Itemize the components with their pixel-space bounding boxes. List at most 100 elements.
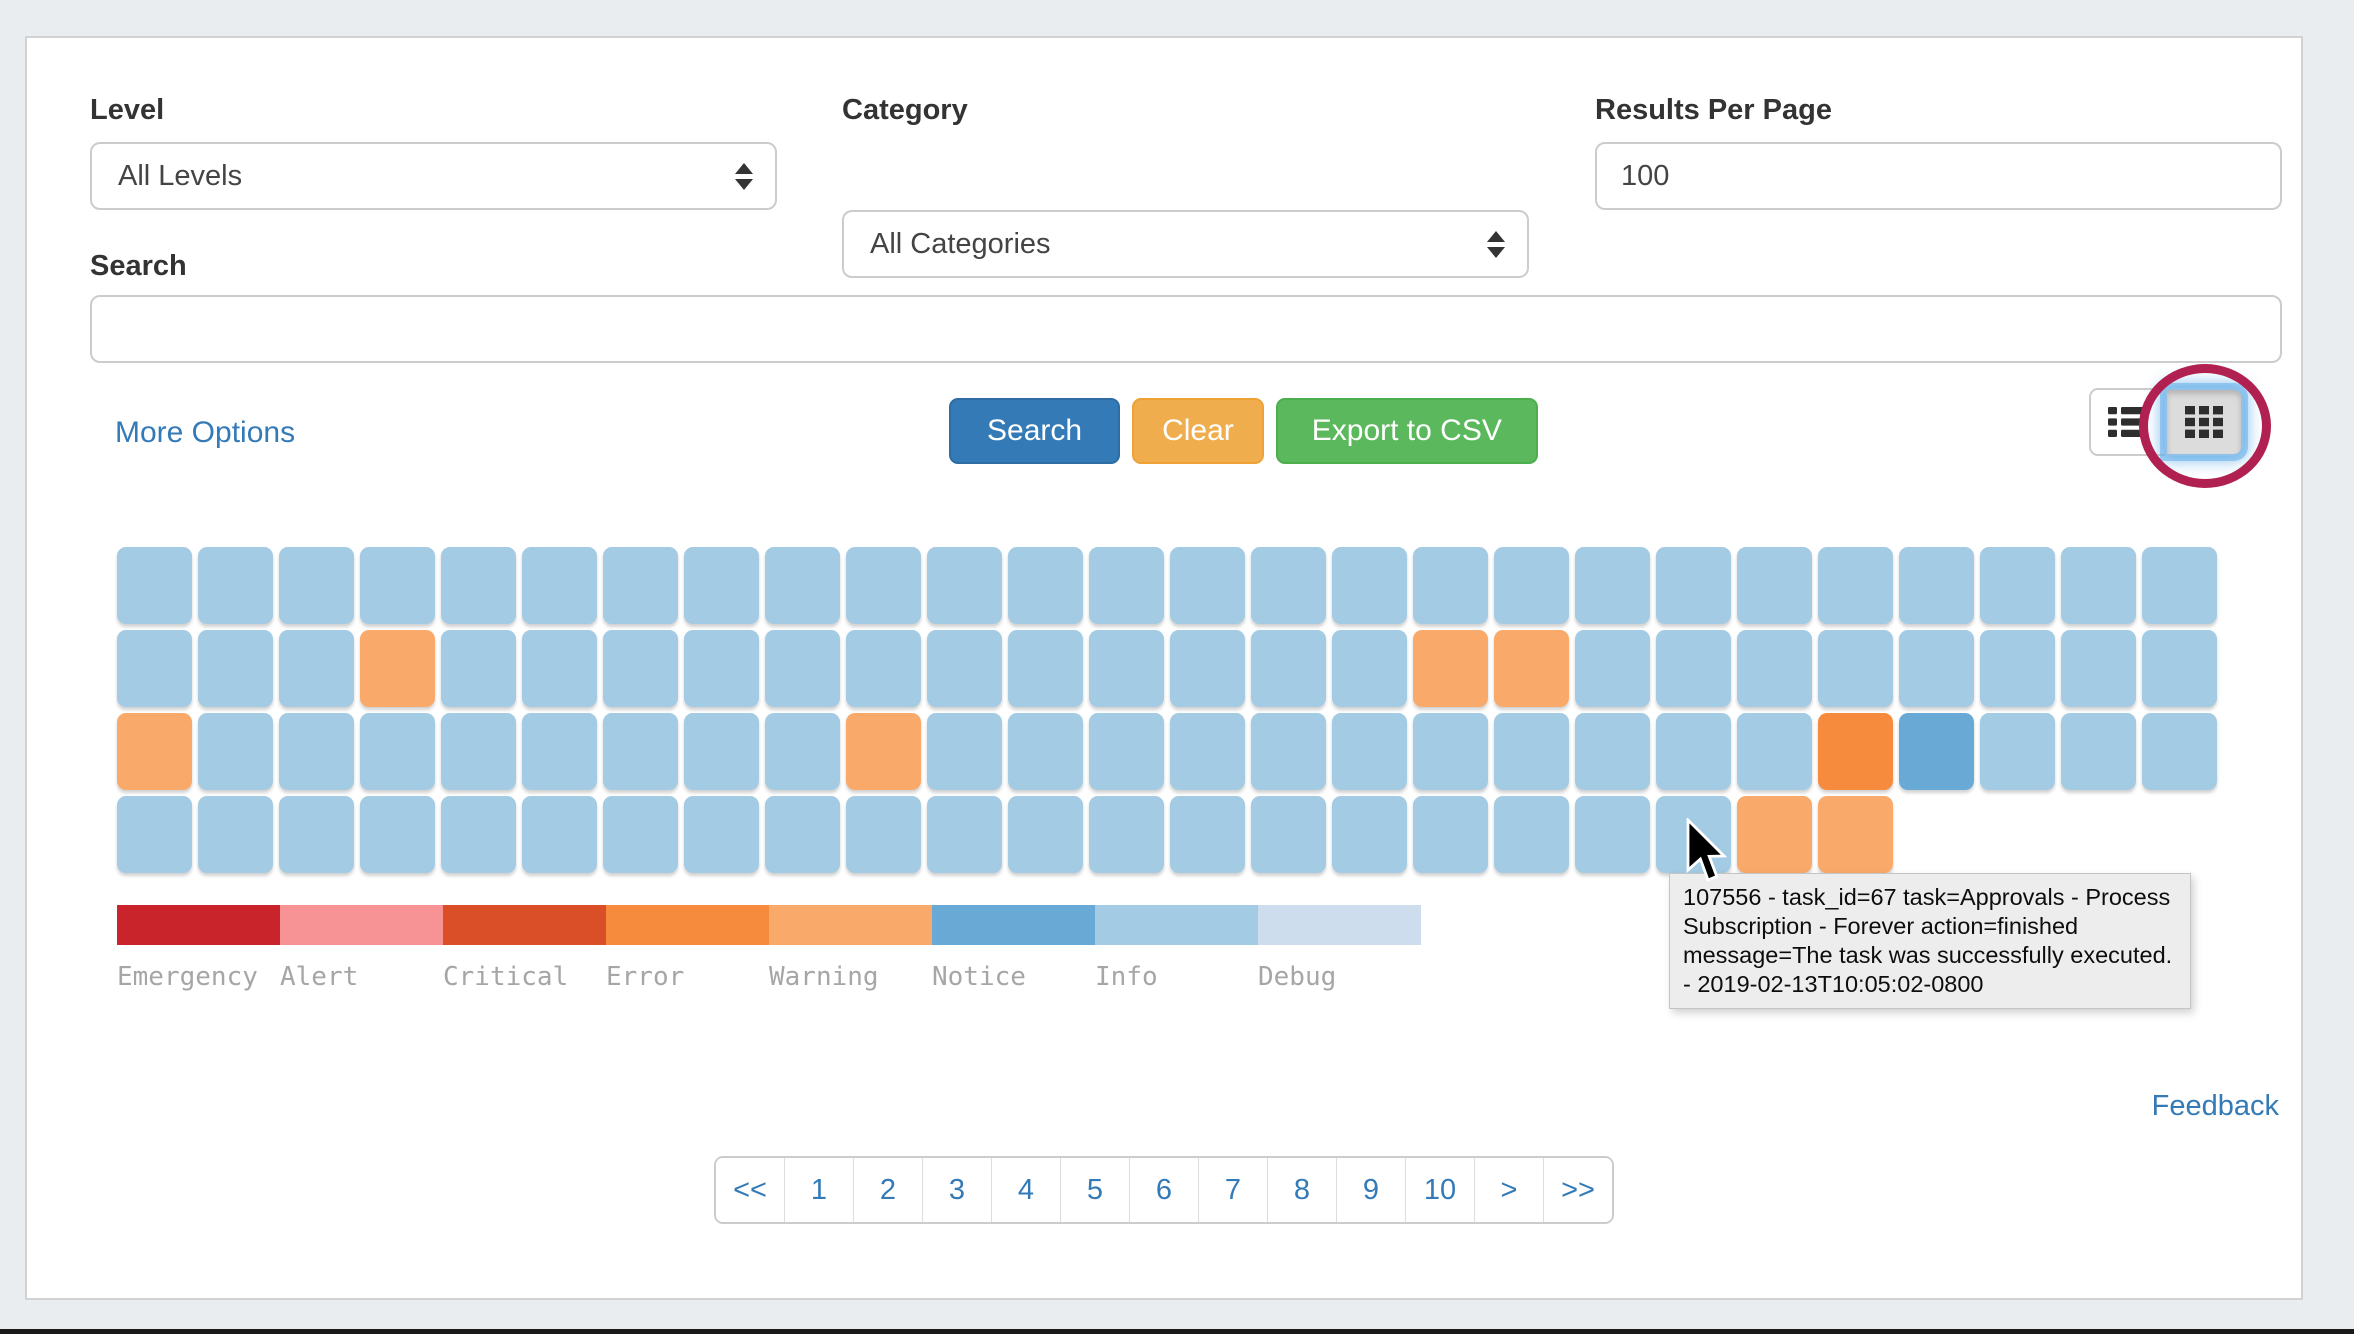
log-cell-warning[interactable] (117, 713, 192, 790)
category-select[interactable]: All Categories (842, 210, 1529, 278)
log-cell-info[interactable] (1980, 630, 2055, 707)
log-cell-info[interactable] (1089, 630, 1164, 707)
log-cell-info[interactable] (441, 630, 516, 707)
log-cell-info[interactable] (1575, 630, 1650, 707)
log-cell-info[interactable] (198, 630, 273, 707)
page-button-9[interactable]: 9 (1337, 1158, 1406, 1222)
page-button-3[interactable]: 3 (923, 1158, 992, 1222)
log-cell-info[interactable] (1818, 547, 1893, 624)
log-cell-info[interactable] (846, 796, 921, 873)
log-cell-info[interactable] (1737, 547, 1812, 624)
list-view-button[interactable] (2089, 388, 2167, 456)
log-cell-info[interactable] (1980, 547, 2055, 624)
log-cell-info[interactable] (279, 796, 354, 873)
log-cell-info[interactable] (603, 630, 678, 707)
page-button-1[interactable]: 1 (785, 1158, 854, 1222)
log-cell-info[interactable] (1818, 630, 1893, 707)
log-cell-info[interactable] (1089, 547, 1164, 624)
log-cell-info[interactable] (1494, 713, 1569, 790)
log-cell-warning[interactable] (1494, 630, 1569, 707)
log-cell-info[interactable] (198, 713, 273, 790)
log-cell-info[interactable] (198, 796, 273, 873)
log-cell-info[interactable] (765, 713, 840, 790)
log-cell-notice[interactable] (1899, 713, 1974, 790)
log-cell-info[interactable] (2061, 630, 2136, 707)
log-cell-info[interactable] (522, 630, 597, 707)
log-cell-info[interactable] (1170, 713, 1245, 790)
log-cell-warning[interactable] (360, 630, 435, 707)
log-cell-info[interactable] (1251, 547, 1326, 624)
log-cell-info[interactable] (1008, 713, 1083, 790)
log-cell-info[interactable] (684, 547, 759, 624)
log-cell-warning[interactable] (1818, 796, 1893, 873)
log-cell-info[interactable] (603, 547, 678, 624)
log-cell-info[interactable] (1494, 547, 1569, 624)
log-cell-info[interactable] (360, 796, 435, 873)
log-cell-info[interactable] (603, 713, 678, 790)
log-cell-error[interactable] (1818, 713, 1893, 790)
log-cell-info[interactable] (927, 547, 1002, 624)
log-cell-info[interactable] (765, 547, 840, 624)
page-button-2[interactable]: 2 (854, 1158, 923, 1222)
log-cell-info[interactable] (2142, 713, 2217, 790)
log-cell-info[interactable] (522, 796, 597, 873)
page-button-6[interactable]: 6 (1130, 1158, 1199, 1222)
log-cell-info[interactable] (1656, 796, 1731, 873)
page-button-4[interactable]: 4 (992, 1158, 1061, 1222)
log-cell-warning[interactable] (1737, 796, 1812, 873)
log-cell-info[interactable] (441, 713, 516, 790)
log-cell-info[interactable] (279, 547, 354, 624)
search-input[interactable] (90, 295, 2282, 363)
log-cell-info[interactable] (1656, 630, 1731, 707)
page-button->>[interactable]: >> (1544, 1158, 1612, 1222)
log-cell-info[interactable] (360, 547, 435, 624)
log-cell-info[interactable] (1413, 796, 1488, 873)
log-cell-info[interactable] (1170, 796, 1245, 873)
page-button->[interactable]: > (1475, 1158, 1544, 1222)
log-cell-info[interactable] (2061, 547, 2136, 624)
log-cell-info[interactable] (2142, 630, 2217, 707)
log-cell-info[interactable] (846, 630, 921, 707)
log-cell-info[interactable] (1413, 547, 1488, 624)
log-cell-info[interactable] (1575, 547, 1650, 624)
log-cell-info[interactable] (1089, 713, 1164, 790)
log-cell-info[interactable] (1008, 630, 1083, 707)
log-cell-info[interactable] (765, 796, 840, 873)
log-cell-info[interactable] (927, 713, 1002, 790)
page-button-5[interactable]: 5 (1061, 1158, 1130, 1222)
log-cell-warning[interactable] (846, 713, 921, 790)
log-cell-info[interactable] (1656, 713, 1731, 790)
log-cell-info[interactable] (1332, 713, 1407, 790)
log-cell-info[interactable] (1494, 796, 1569, 873)
log-cell-info[interactable] (1251, 713, 1326, 790)
log-cell-info[interactable] (522, 547, 597, 624)
log-cell-info[interactable] (1332, 796, 1407, 873)
log-cell-info[interactable] (1899, 630, 1974, 707)
log-cell-info[interactable] (117, 547, 192, 624)
log-cell-info[interactable] (1251, 796, 1326, 873)
log-cell-info[interactable] (1170, 630, 1245, 707)
log-cell-info[interactable] (1332, 547, 1407, 624)
export-csv-button[interactable]: Export to CSV (1275, 398, 1538, 464)
log-cell-info[interactable] (603, 796, 678, 873)
log-cell-info[interactable] (1656, 547, 1731, 624)
log-cell-info[interactable] (846, 547, 921, 624)
log-cell-info[interactable] (1413, 713, 1488, 790)
page-button-10[interactable]: 10 (1406, 1158, 1475, 1222)
log-cell-info[interactable] (1008, 796, 1083, 873)
log-cell-info[interactable] (360, 713, 435, 790)
page-button-8[interactable]: 8 (1268, 1158, 1337, 1222)
clear-button[interactable]: Clear (1132, 398, 1264, 464)
log-cell-info[interactable] (1737, 713, 1812, 790)
results-per-page-input[interactable] (1595, 142, 2282, 210)
log-cell-info[interactable] (1980, 713, 2055, 790)
page-button-<<[interactable]: << (716, 1158, 785, 1222)
log-cell-info[interactable] (279, 630, 354, 707)
log-cell-info[interactable] (1089, 796, 1164, 873)
log-cell-info[interactable] (441, 547, 516, 624)
log-cell-info[interactable] (684, 796, 759, 873)
log-cell-info[interactable] (684, 630, 759, 707)
level-select[interactable]: All Levels (90, 142, 777, 210)
log-cell-info[interactable] (522, 713, 597, 790)
log-cell-info[interactable] (1899, 547, 1974, 624)
